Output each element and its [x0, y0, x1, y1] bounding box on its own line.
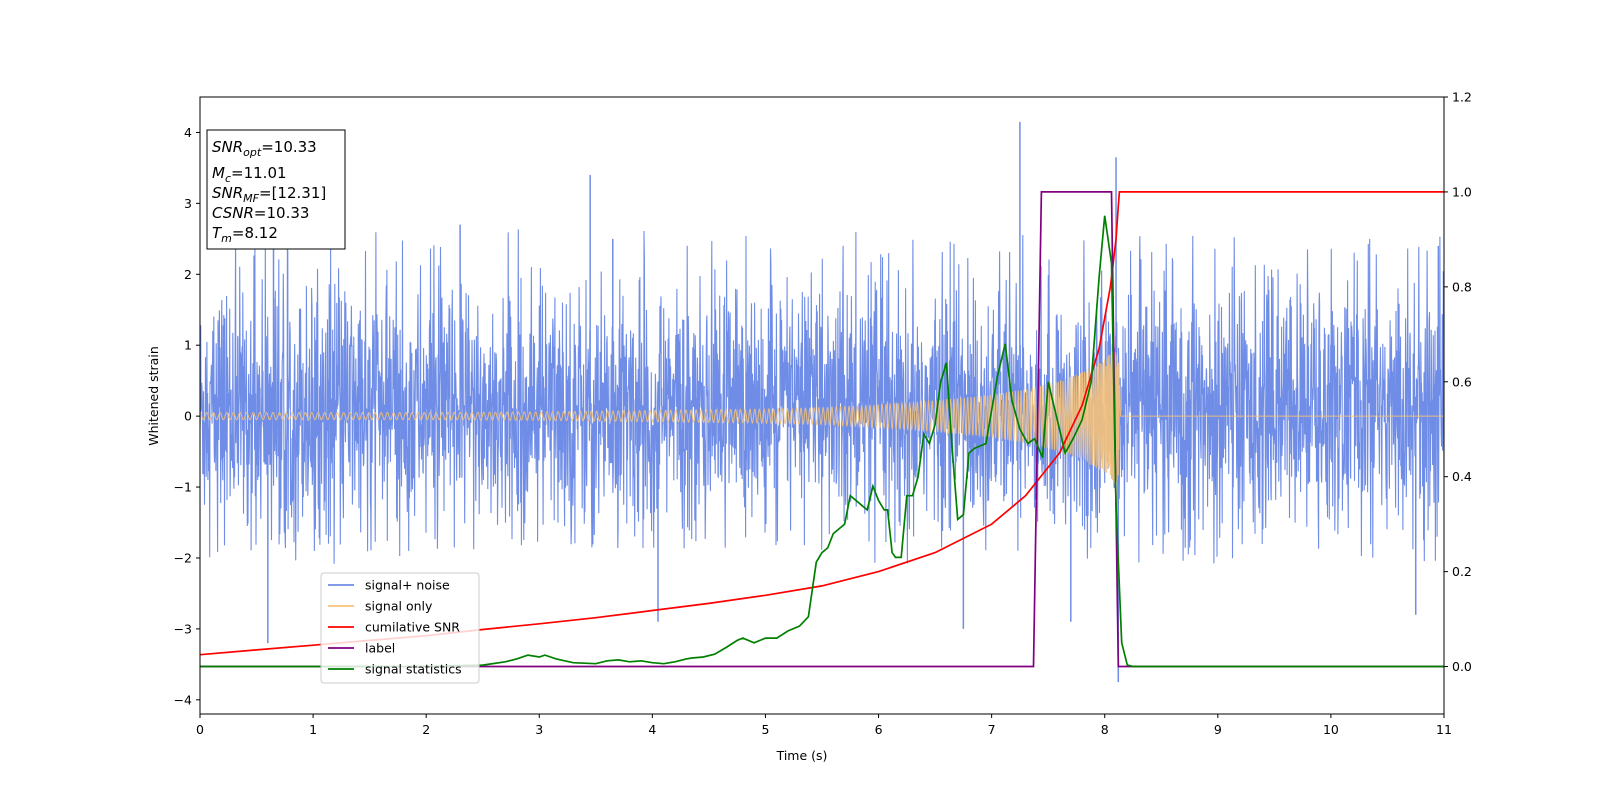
x-tick-label: 5 — [761, 722, 769, 737]
annotation-frame — [206, 129, 346, 250]
x-tick-label: 10 — [1323, 722, 1339, 737]
y2-tick-label: 1.0 — [1452, 184, 1472, 199]
x-tick-label: 11 — [1436, 722, 1452, 737]
y-tick-label: 2 — [184, 267, 192, 282]
legend-label: signal statistics — [365, 662, 462, 677]
series-signal-only-line — [200, 351, 1444, 484]
y-axis-label: Whitened strain — [146, 346, 161, 445]
x-tick-label: 0 — [196, 722, 204, 737]
y2-tick-label: 0.8 — [1452, 279, 1472, 294]
annotation-box: SNRopt=10.33 Mc=11.01SNRMF=[12.31]CSNR=10… — [206, 129, 346, 250]
y-tick-label: −4 — [174, 692, 192, 707]
axes-frame — [199, 96, 1445, 715]
x-tick-label: 1 — [309, 722, 317, 737]
y2-tick-label: 1.2 — [1452, 90, 1472, 105]
annotation-line: SNRMF=[12.31] — [212, 184, 326, 205]
y-tick-label: −2 — [174, 550, 192, 565]
y-tick-label: −3 — [174, 621, 192, 636]
y2-tick-label: 0.2 — [1452, 564, 1472, 579]
legend-frame — [320, 572, 480, 684]
annotation-line: CSNR=10.33 — [212, 204, 309, 222]
y2-tick-label: 0.4 — [1452, 469, 1472, 484]
y-tick-label: 4 — [184, 125, 192, 140]
axes: 0 1 2 3 4 5 6 7 8 9 10 1143210−1−2−3−41.21.00.80.60… — [174, 90, 1472, 738]
legend-label: label — [365, 641, 395, 656]
y2-tick-label: 0.6 — [1452, 374, 1472, 389]
y2-tick-label: 0.0 — [1452, 659, 1472, 674]
y-tick-label: −1 — [174, 480, 192, 495]
x-tick-label: 8 — [1101, 722, 1109, 737]
y-tick-label: 3 — [184, 196, 192, 211]
x-axis-label: Time (s) — [776, 748, 828, 763]
annotation-line: Tm=8.12 — [212, 224, 278, 245]
y-tick-label: 1 — [184, 338, 192, 353]
x-tick-label: 2 — [422, 722, 430, 737]
y-tick-label: 0 — [184, 409, 192, 424]
annotation-line: SNRopt=10.33 — [212, 138, 317, 159]
legend: signal+ noise signal only cumilative SNR la… — [320, 572, 480, 684]
series-signal-statistics-line — [200, 215, 1444, 668]
x-tick-label: 7 — [988, 722, 996, 737]
legend-label: signal+ noise — [365, 578, 450, 593]
x-tick-label: 3 — [535, 722, 543, 737]
legend-label: cumilative SNR — [365, 620, 460, 635]
x-tick-label: 4 — [648, 722, 656, 737]
x-tick-label: 9 — [1214, 722, 1222, 737]
legend-label: signal only — [365, 599, 433, 614]
x-tick-label: 6 — [875, 722, 883, 737]
annotation-line: Mc=11.01 — [212, 164, 287, 185]
